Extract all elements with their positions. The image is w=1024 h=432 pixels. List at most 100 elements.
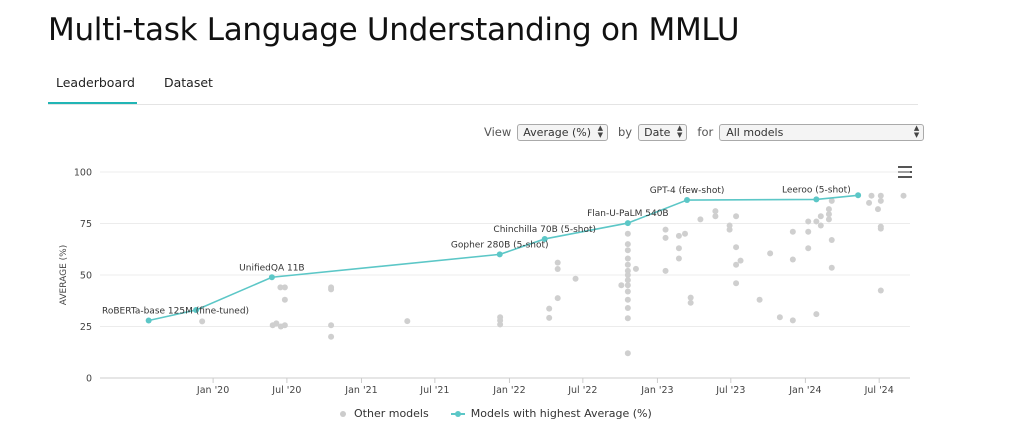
legend-item-other[interactable]: Other models <box>340 407 429 420</box>
best-model-label: Chinchilla 70B (5-shot) <box>493 225 596 235</box>
best-model-point <box>813 196 820 203</box>
other-model-point <box>546 314 553 321</box>
other-model-point <box>624 277 631 284</box>
other-model-point <box>554 266 561 273</box>
other-model-point <box>682 230 688 237</box>
other-model-point <box>877 225 884 232</box>
other-model-point <box>712 208 719 215</box>
other-model-point <box>900 192 907 199</box>
other-model-point <box>687 299 694 306</box>
legend-marker-other <box>340 410 346 417</box>
other-model-point <box>789 317 796 324</box>
select-arrows-icon: ▲ ▼ <box>677 123 683 139</box>
x-tick-label: Jan '24 <box>788 385 821 396</box>
other-model-point <box>662 267 669 274</box>
other-model-point <box>624 288 631 295</box>
x-tick-label: Jan '23 <box>640 385 673 396</box>
other-model-point <box>817 213 824 220</box>
by-label: by <box>618 125 633 139</box>
x-tick-label: Jan '21 <box>344 385 377 396</box>
best-model-point <box>541 235 548 242</box>
y-tick-label: 25 <box>80 322 92 333</box>
other-models-series <box>199 192 907 357</box>
other-model-point <box>281 296 288 303</box>
active-tab-indicator <box>48 102 137 104</box>
other-model-point <box>273 320 280 327</box>
best-model-label: UnifiedQA 11B <box>239 263 304 273</box>
other-model-point <box>825 211 832 218</box>
x-tick-label: Jan '20 <box>196 385 229 396</box>
other-model-point <box>877 287 884 294</box>
other-model-point <box>805 245 812 252</box>
legend-label-other: Other models <box>354 407 429 420</box>
select-arrows-icon: ▲ ▼ <box>913 123 920 139</box>
grid-lines <box>100 171 910 379</box>
by-select-value: Date <box>644 125 671 139</box>
other-model-point <box>776 314 783 321</box>
other-model-point <box>789 256 796 263</box>
other-model-point <box>726 226 733 233</box>
view-select[interactable]: Average (%) ▲ ▼ <box>517 123 608 141</box>
other-model-point <box>789 228 796 235</box>
other-model-point <box>624 350 631 357</box>
best-model-point <box>684 197 691 204</box>
for-select[interactable]: All models ▲ ▼ <box>719 123 925 141</box>
by-select[interactable]: Date ▲ ▼ <box>638 123 688 141</box>
other-model-point <box>825 206 832 213</box>
x-tick-label: Jul '20 <box>271 385 301 396</box>
other-model-point <box>697 216 704 223</box>
other-model-point <box>828 264 835 271</box>
other-model-point <box>624 255 631 262</box>
tab-dataset[interactable]: Dataset <box>164 75 213 90</box>
x-tick-label: Jul '24 <box>864 385 894 396</box>
best-model-label: Leeroo (5-shot) <box>782 185 851 195</box>
other-model-point <box>662 234 669 241</box>
y-tick-label: 50 <box>80 271 92 282</box>
y-tick-label: 100 <box>74 168 92 179</box>
other-model-point <box>277 284 284 291</box>
other-model-point <box>546 305 553 312</box>
for-label: for <box>697 125 714 139</box>
tab-leaderboard[interactable]: Leaderboard <box>56 75 135 90</box>
legend-marker-best <box>450 410 465 417</box>
x-tick-label: Jul '22 <box>567 385 597 396</box>
other-model-point <box>554 259 561 266</box>
other-model-point <box>687 294 694 301</box>
legend-item-best[interactable]: Models with highest Average (%) <box>450 407 652 420</box>
legend-label-best: Models with highest Average (%) <box>470 407 652 420</box>
other-model-point <box>624 296 631 303</box>
other-model-point <box>737 257 744 264</box>
other-model-point <box>756 296 763 303</box>
other-model-point <box>497 321 504 328</box>
other-model-point <box>877 192 884 199</box>
tab-bar: Leaderboard Dataset <box>48 64 918 105</box>
other-model-point <box>874 206 881 213</box>
other-model-point <box>624 315 631 322</box>
other-model-point <box>813 218 820 225</box>
other-model-point <box>624 261 631 268</box>
best-model-label: Flan-U-PaLM 540B <box>587 209 669 219</box>
best-model-point <box>855 192 862 199</box>
other-model-point <box>868 192 875 199</box>
y-axis-label: AVERAGE (%) <box>59 245 69 305</box>
other-model-point <box>328 322 335 329</box>
best-models-series <box>145 192 862 324</box>
view-label: View <box>484 125 512 139</box>
other-model-point <box>675 255 682 262</box>
other-model-point <box>632 265 639 272</box>
select-arrows-icon: ▲ ▼ <box>597 123 603 139</box>
best-model-label: GPT-4 (few-shot) <box>650 186 725 196</box>
other-model-point <box>805 218 812 225</box>
y-tick-label: 0 <box>86 374 92 385</box>
point-labels: RoBERTa-base 125M (fine-tuned) UnifiedQA … <box>102 185 851 316</box>
other-model-point <box>328 286 335 293</box>
x-tick-label: Jul '23 <box>715 385 745 396</box>
other-model-point <box>825 216 832 223</box>
other-model-point <box>813 311 820 318</box>
other-model-point <box>281 322 288 329</box>
other-model-point <box>624 230 631 237</box>
other-model-point <box>828 236 835 243</box>
best-model-label: RoBERTa-base 125M (fine-tuned) <box>102 307 249 317</box>
y-tick-label: 75 <box>80 219 92 230</box>
other-model-point <box>199 318 206 325</box>
